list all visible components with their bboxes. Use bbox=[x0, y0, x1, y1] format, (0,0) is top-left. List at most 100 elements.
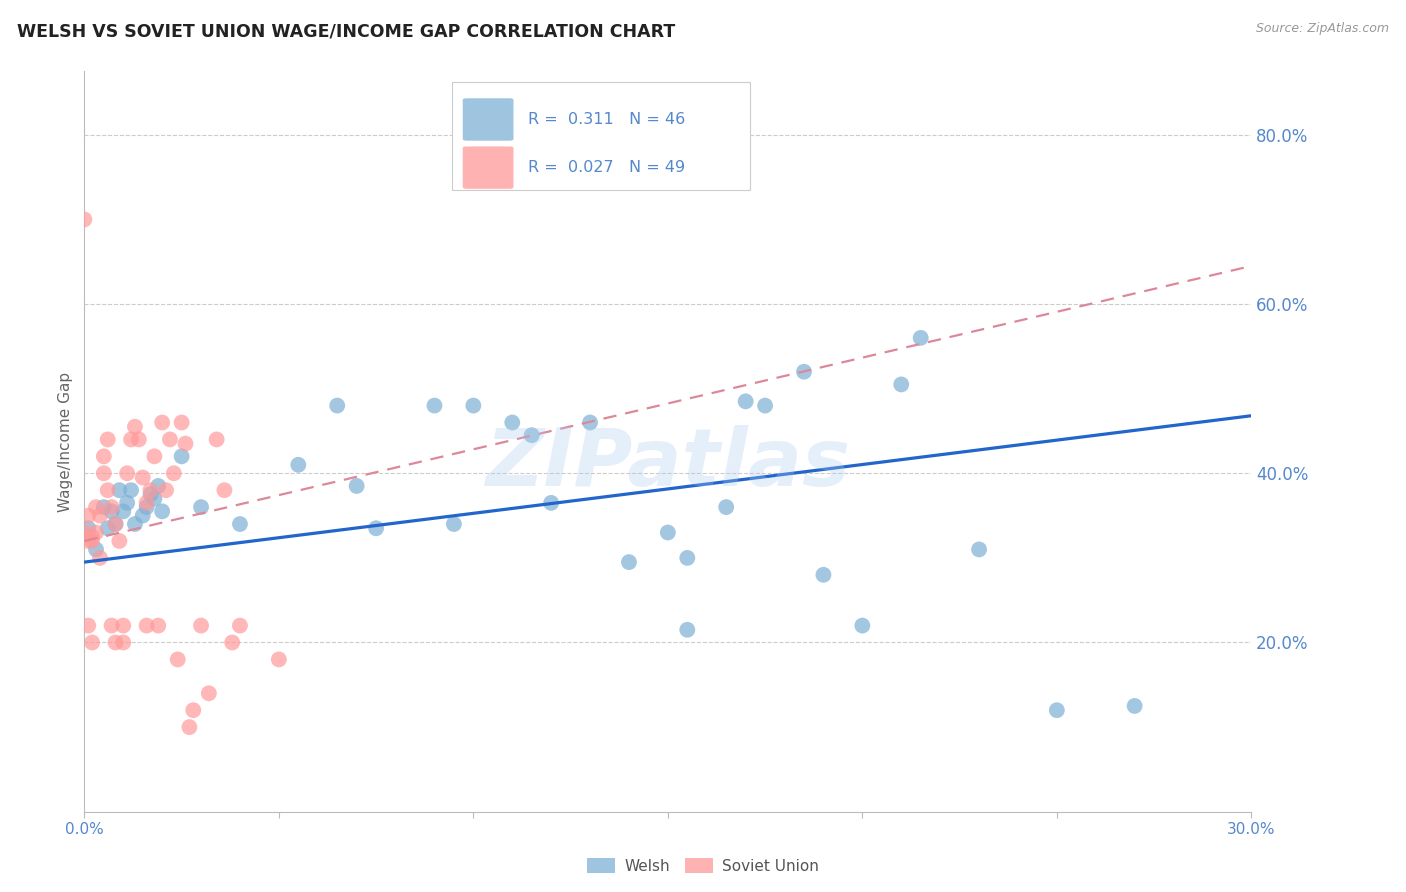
Point bbox=[73, 525, 96, 540]
Point bbox=[97, 433, 120, 447]
Point bbox=[150, 504, 173, 518]
Legend: Welsh, Soviet Union: Welsh, Soviet Union bbox=[581, 852, 825, 880]
Point bbox=[205, 433, 228, 447]
Point bbox=[112, 618, 135, 632]
FancyBboxPatch shape bbox=[463, 98, 513, 141]
Point bbox=[540, 496, 562, 510]
Point bbox=[143, 450, 166, 464]
Point bbox=[174, 436, 197, 450]
Point bbox=[112, 504, 135, 518]
Point bbox=[346, 479, 368, 493]
Point bbox=[93, 467, 115, 481]
Point bbox=[93, 500, 115, 515]
Text: WELSH VS SOVIET UNION WAGE/INCOME GAP CORRELATION CHART: WELSH VS SOVIET UNION WAGE/INCOME GAP CO… bbox=[17, 22, 675, 40]
Point bbox=[267, 652, 290, 666]
FancyBboxPatch shape bbox=[463, 146, 513, 189]
Point bbox=[84, 542, 107, 557]
Point bbox=[734, 394, 756, 409]
Point bbox=[851, 618, 873, 632]
Point bbox=[813, 567, 835, 582]
Point bbox=[128, 433, 150, 447]
Point bbox=[143, 491, 166, 506]
Point bbox=[115, 496, 138, 510]
Point bbox=[132, 508, 155, 523]
Point bbox=[221, 635, 243, 649]
Point bbox=[657, 525, 679, 540]
Point bbox=[82, 530, 104, 544]
Point bbox=[93, 450, 115, 464]
Point bbox=[135, 500, 157, 515]
Point bbox=[120, 483, 142, 498]
Y-axis label: Wage/Income Gap: Wage/Income Gap bbox=[58, 371, 73, 512]
Point bbox=[501, 416, 523, 430]
Point bbox=[229, 516, 252, 531]
Point bbox=[423, 399, 446, 413]
Point bbox=[676, 550, 699, 565]
Point bbox=[97, 483, 120, 498]
Text: ZIPatlas: ZIPatlas bbox=[485, 425, 851, 503]
Point bbox=[104, 516, 127, 531]
Point bbox=[124, 419, 146, 434]
Point bbox=[1123, 698, 1146, 713]
Point bbox=[229, 618, 252, 632]
Point bbox=[890, 377, 912, 392]
Point bbox=[77, 508, 100, 523]
Point bbox=[617, 555, 640, 569]
Point bbox=[520, 428, 543, 442]
Point bbox=[112, 635, 135, 649]
Point bbox=[104, 635, 127, 649]
Point bbox=[82, 635, 104, 649]
Point bbox=[100, 618, 122, 632]
Point bbox=[366, 521, 388, 535]
Point bbox=[179, 720, 201, 734]
Point bbox=[135, 618, 157, 632]
Point bbox=[77, 533, 100, 548]
Point bbox=[148, 479, 170, 493]
Point bbox=[214, 483, 236, 498]
Point bbox=[190, 500, 212, 515]
Point bbox=[132, 470, 155, 484]
Point bbox=[754, 399, 776, 413]
Point bbox=[120, 433, 142, 447]
Point bbox=[104, 516, 127, 531]
Point bbox=[676, 623, 699, 637]
Point bbox=[159, 433, 181, 447]
Point bbox=[100, 500, 122, 515]
Point bbox=[100, 504, 122, 518]
Point bbox=[326, 399, 349, 413]
Point bbox=[139, 483, 162, 498]
Point bbox=[910, 331, 932, 345]
Point bbox=[155, 483, 177, 498]
Point bbox=[163, 467, 186, 481]
Point bbox=[135, 496, 157, 510]
Point bbox=[166, 652, 188, 666]
Point bbox=[89, 550, 111, 565]
Point bbox=[77, 521, 100, 535]
Point bbox=[181, 703, 204, 717]
Point bbox=[463, 399, 485, 413]
Point bbox=[139, 487, 162, 501]
Point bbox=[170, 450, 193, 464]
Point bbox=[967, 542, 990, 557]
Point bbox=[150, 416, 173, 430]
Text: R =  0.311   N = 46: R = 0.311 N = 46 bbox=[527, 112, 685, 127]
Point bbox=[124, 516, 146, 531]
Point bbox=[170, 416, 193, 430]
Text: R =  0.027   N = 49: R = 0.027 N = 49 bbox=[527, 160, 685, 175]
Point bbox=[108, 533, 131, 548]
Point bbox=[1046, 703, 1069, 717]
Point bbox=[198, 686, 221, 700]
FancyBboxPatch shape bbox=[451, 82, 749, 190]
Point bbox=[84, 525, 107, 540]
Point bbox=[716, 500, 738, 515]
Point bbox=[443, 516, 465, 531]
Point bbox=[148, 618, 170, 632]
Point bbox=[115, 467, 138, 481]
Point bbox=[73, 212, 96, 227]
Point bbox=[579, 416, 602, 430]
Point bbox=[82, 533, 104, 548]
Point bbox=[97, 521, 120, 535]
Point bbox=[77, 618, 100, 632]
Text: Source: ZipAtlas.com: Source: ZipAtlas.com bbox=[1256, 22, 1389, 36]
Point bbox=[84, 500, 107, 515]
